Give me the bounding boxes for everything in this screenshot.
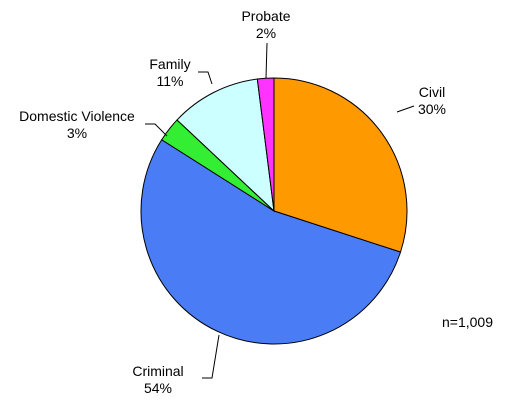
slice-label-domestic-violence: Domestic Violence	[19, 108, 135, 124]
pie-slice-civil	[273, 77, 408, 253]
pie-slice-probate	[256, 77, 275, 212]
slice-value-probate: 2%	[256, 25, 276, 41]
leader-line-probate	[265, 42, 268, 79]
leader-lines	[145, 42, 415, 379]
pie-slices	[140, 77, 408, 345]
leader-line-civil	[396, 105, 415, 113]
slice-value-domestic-violence: 3%	[67, 125, 87, 141]
slice-value-family: 11%	[157, 73, 184, 89]
slice-label-probate: Probate	[241, 8, 290, 24]
leader-line-family	[198, 71, 213, 85]
leader-line-criminal	[202, 334, 220, 379]
slice-label-civil: Civil	[419, 84, 445, 100]
leader-line-domestic-violence	[145, 123, 168, 137]
pie-slice-criminal	[140, 139, 402, 345]
slice-label-family: Family	[149, 56, 190, 72]
slice-label-criminal: Criminal	[132, 363, 183, 379]
pie-slice-family	[176, 78, 275, 213]
slice-value-civil: 30%	[418, 101, 446, 117]
slice-value-criminal: 54%	[144, 380, 172, 396]
sample-size-note: n=1,009	[442, 314, 493, 330]
